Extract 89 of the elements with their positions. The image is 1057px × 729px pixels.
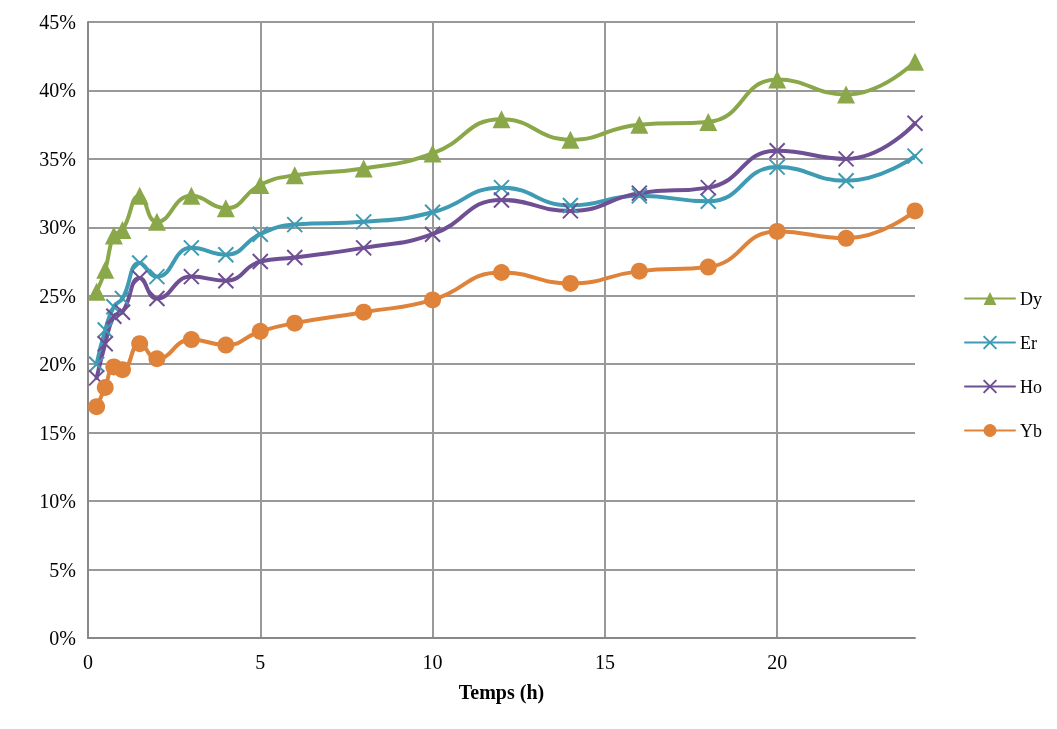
point [217,336,235,354]
y-tick-label: 20% [39,353,76,376]
point [630,262,648,280]
point [131,269,149,287]
point [105,298,123,316]
point [285,166,304,185]
point [96,335,114,353]
point [217,272,235,290]
point [423,144,442,163]
point [355,239,373,257]
point [251,225,269,243]
point [88,369,106,387]
point [699,192,717,210]
point [182,268,200,286]
point [837,150,855,168]
point [493,264,510,281]
point [96,260,115,279]
point [88,355,106,373]
x-tick-label: 0 [83,651,93,673]
point [906,52,924,71]
point [148,350,166,368]
point [113,303,131,321]
point [113,290,131,308]
point [424,225,442,243]
point [148,268,166,286]
point [699,179,717,197]
point [148,290,166,308]
point [251,322,269,340]
point [699,112,718,131]
point [131,254,149,272]
point [286,248,304,266]
point [87,282,106,301]
x-axis-title: Temps (h) [458,681,545,704]
point [837,229,855,247]
point [699,258,717,276]
legend-label: Yb [1020,420,1042,441]
point [251,253,269,271]
point [906,147,924,165]
point [906,202,924,220]
point [182,331,200,349]
y-tick-label: 30% [39,216,76,239]
point [561,130,580,149]
point [561,202,579,220]
x-tick-label: 10 [422,651,443,673]
point [88,398,106,416]
legend-label: Ho [1020,376,1042,397]
point [837,85,856,104]
point [768,70,787,89]
point [216,199,235,218]
point [493,179,510,197]
y-tick-label: 10% [39,490,76,513]
point [105,307,123,325]
point [355,213,373,231]
y-tick-label: 35% [39,147,76,170]
point [561,196,579,214]
y-tick-label: 25% [39,284,76,307]
point [768,158,786,176]
point [354,159,373,178]
point [147,212,166,231]
legend-label: Er [1020,332,1037,353]
point [561,274,579,292]
point [492,110,511,129]
point [96,379,114,396]
point [424,203,442,221]
y-tick-label: 15% [39,421,76,444]
x-tick-label: 15 [594,651,615,673]
point [424,291,442,309]
point [906,114,924,132]
point [768,222,786,240]
point [286,216,304,234]
y-tick-label: 40% [39,79,76,102]
point [837,172,855,190]
y-tick-label: 0% [49,627,76,649]
point [217,246,235,264]
point [96,321,114,339]
x-tick-label: 5 [255,651,266,673]
point [251,175,270,194]
point [493,191,510,209]
point [355,303,373,321]
y-tick-label: 45% [39,11,76,33]
legend-label: Dy [1020,288,1042,309]
point [768,142,786,160]
point [286,314,304,332]
point [182,239,200,257]
point [182,186,201,205]
x-tick-label: 20 [767,651,788,673]
point [630,115,649,134]
point [131,335,149,353]
y-tick-label: 5% [49,558,76,581]
